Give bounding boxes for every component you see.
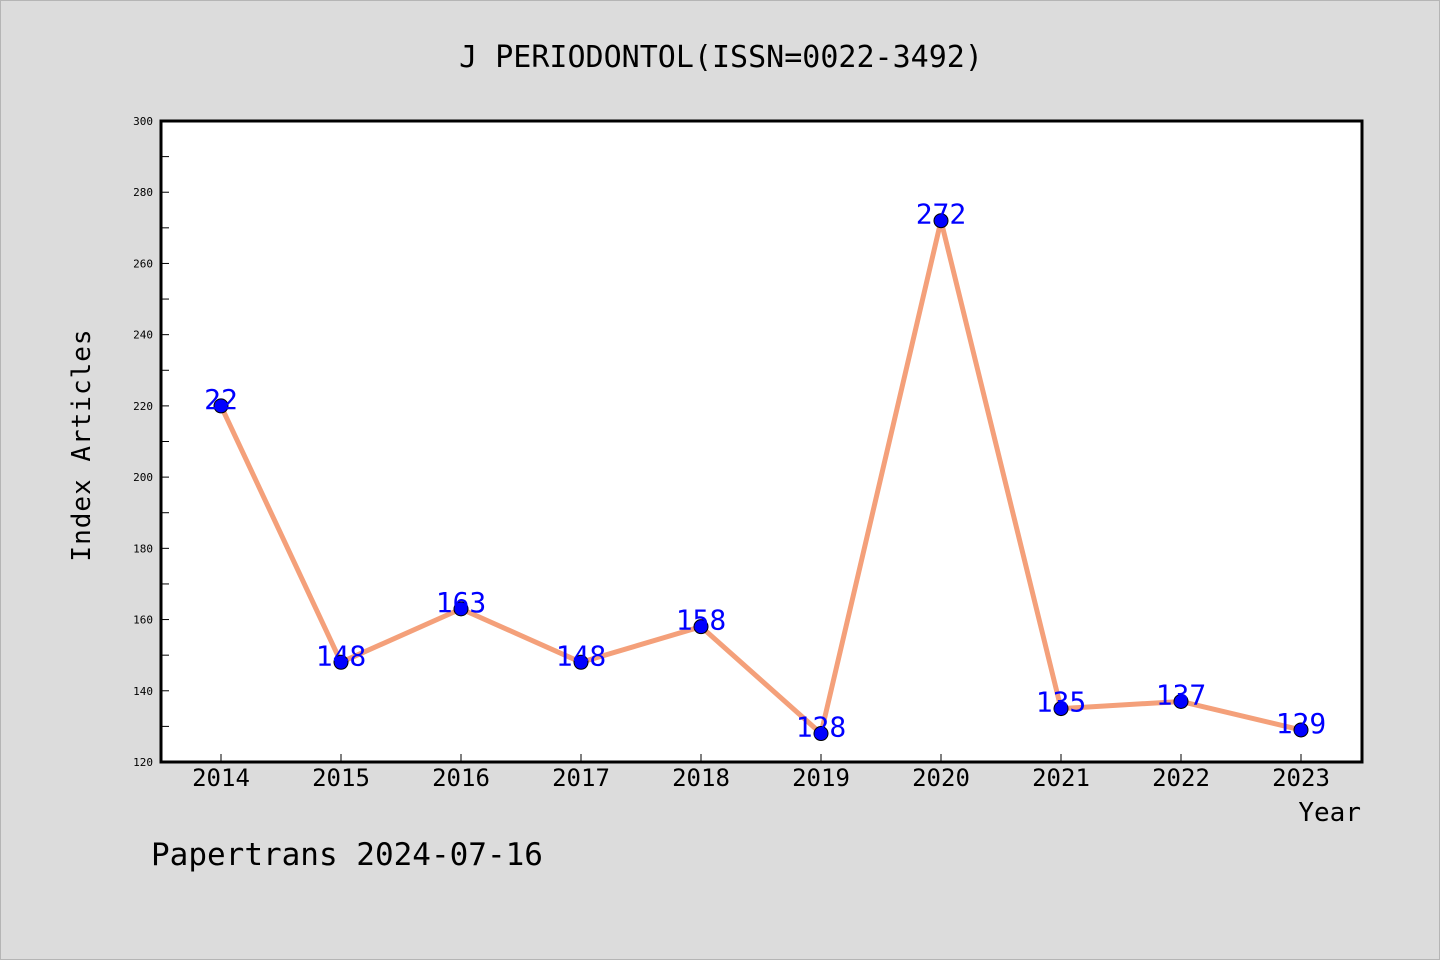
data-point — [933, 213, 949, 229]
y-tick-label: 200 — [133, 471, 153, 484]
x-tick-label: 2019 — [792, 764, 850, 792]
plot-frame — [159, 119, 1364, 764]
data-point — [813, 726, 829, 742]
x-axis-label: Year — [1298, 798, 1361, 828]
data-label: 22 — [204, 383, 238, 416]
y-axis: 120 140 160 180 200 220 240 260 280 300 — [133, 115, 169, 769]
series-line — [218, 218, 1304, 737]
data-point — [1293, 722, 1309, 738]
x-tick-label: 2016 — [432, 764, 490, 792]
y-tick-label: 220 — [133, 400, 153, 413]
data-point — [693, 619, 709, 635]
y-tick-label: 160 — [133, 614, 153, 627]
y-tick-label: 260 — [133, 257, 153, 270]
y-axis-label: Index Articles — [67, 328, 97, 561]
data-label: 148 — [316, 639, 367, 672]
data-label: 148 — [556, 639, 607, 672]
data-point — [1053, 701, 1069, 717]
x-tick-label: 2023 — [1272, 764, 1330, 792]
x-axis: 2014 2015 2016 2017 2018 2019 2020 2021 2022 2023 — [192, 754, 1330, 792]
data-label: 135 — [1036, 686, 1087, 719]
y-tick-label: 140 — [133, 685, 153, 698]
data-label: 272 — [916, 198, 967, 231]
data-point — [1173, 693, 1189, 709]
y-tick-label: 120 — [133, 756, 153, 769]
data-point — [453, 601, 469, 617]
x-tick-label: 2015 — [312, 764, 370, 792]
y-tick-label: 240 — [133, 329, 153, 342]
data-point — [333, 654, 349, 670]
x-tick-label: 2017 — [552, 764, 610, 792]
data-label: 129 — [1276, 707, 1327, 740]
footer-text: Papertrans 2024-07-16 — [151, 837, 543, 873]
series-group — [213, 213, 1309, 742]
data-label: 163 — [436, 586, 487, 619]
x-tick-label: 2014 — [192, 764, 250, 792]
y-tick-label: 280 — [133, 186, 153, 199]
x-tick-label: 2020 — [912, 764, 970, 792]
x-tick-label: 2022 — [1152, 764, 1210, 792]
data-point — [573, 654, 589, 670]
data-point — [213, 398, 229, 414]
chart-title: J PERIODONTOL(ISSN=0022-3492) — [459, 40, 983, 75]
x-tick-label: 2018 — [672, 764, 730, 792]
x-tick-label: 2021 — [1032, 764, 1090, 792]
y-tick-label: 180 — [133, 542, 153, 555]
data-label: 128 — [796, 711, 847, 744]
data-label: 158 — [676, 604, 727, 637]
data-label-group: 22 148 163 148 158 128 272 135 137 129 — [204, 198, 1326, 744]
data-label: 137 — [1156, 678, 1207, 711]
y-tick-label: 300 — [133, 115, 153, 128]
